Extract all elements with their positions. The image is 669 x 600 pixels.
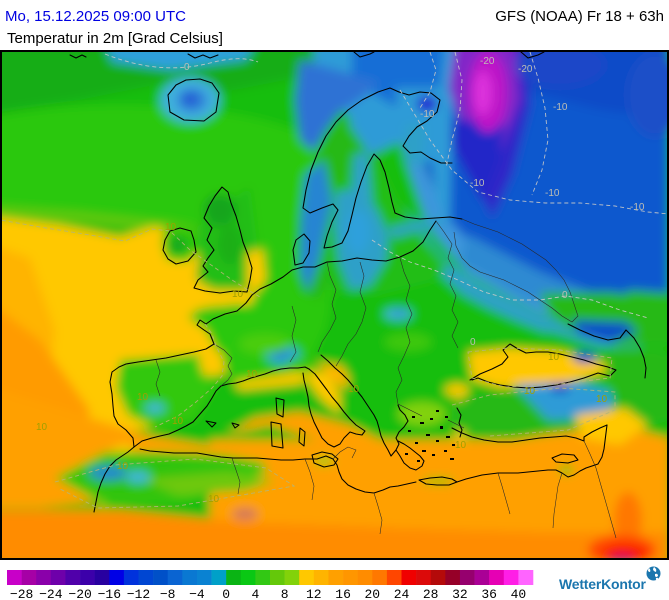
svg-text:10: 10	[137, 392, 149, 403]
svg-text:10: 10	[455, 440, 467, 451]
svg-text:-10: -10	[470, 178, 485, 189]
svg-text:-10: -10	[420, 109, 435, 120]
svg-text:-20: -20	[480, 56, 495, 67]
svg-text:10: 10	[524, 386, 536, 397]
svg-text:-10: -10	[545, 188, 560, 199]
svg-text:10: 10	[36, 422, 48, 433]
svg-text:-10: -10	[630, 202, 645, 213]
svg-text:10: 10	[246, 369, 258, 380]
svg-text:10: 10	[165, 222, 177, 233]
svg-text:10: 10	[172, 416, 184, 427]
svg-text:0: 0	[470, 337, 476, 348]
svg-text:10: 10	[117, 461, 129, 472]
svg-text:10: 10	[232, 289, 244, 300]
svg-text:10: 10	[208, 494, 220, 505]
svg-text:0: 0	[184, 62, 190, 73]
svg-text:0: 0	[562, 290, 568, 301]
svg-text:10: 10	[596, 394, 608, 405]
svg-text:10: 10	[548, 352, 560, 363]
svg-text:-20: -20	[518, 64, 533, 75]
svg-text:10: 10	[348, 384, 360, 395]
svg-text:-10: -10	[553, 102, 568, 113]
